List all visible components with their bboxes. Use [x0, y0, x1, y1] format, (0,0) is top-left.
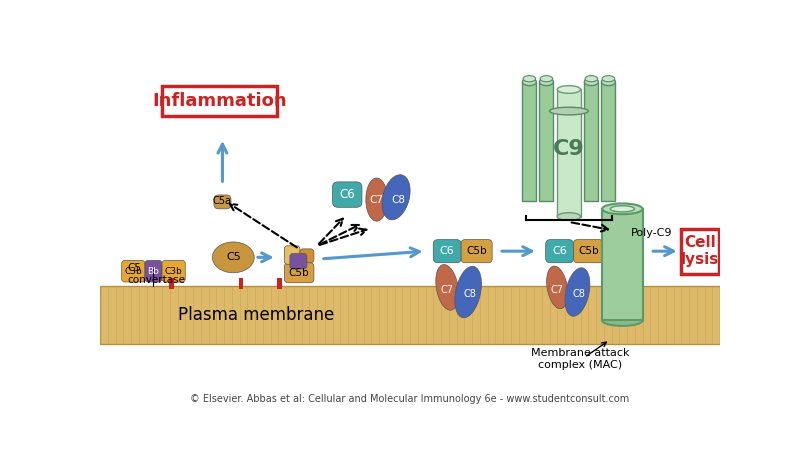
Ellipse shape: [558, 85, 581, 93]
Text: C9: C9: [553, 139, 585, 159]
Ellipse shape: [382, 175, 410, 220]
Text: C5b: C5b: [289, 268, 310, 278]
FancyBboxPatch shape: [122, 260, 145, 282]
Ellipse shape: [539, 78, 554, 85]
Text: C3b: C3b: [125, 267, 142, 276]
Ellipse shape: [436, 265, 458, 310]
FancyBboxPatch shape: [214, 195, 231, 209]
Bar: [602, 209, 642, 320]
Bar: [602, 82, 615, 201]
Text: C7: C7: [370, 195, 384, 205]
Text: © Elsevier. Abbas et al: Cellular and Molecular Immunology 6e - www.studentconsu: © Elsevier. Abbas et al: Cellular and Mo…: [190, 394, 630, 404]
Bar: [539, 82, 554, 201]
Bar: [584, 82, 598, 201]
Text: C5a: C5a: [213, 196, 232, 206]
Text: C8: C8: [573, 288, 586, 298]
Ellipse shape: [584, 78, 598, 85]
Text: C6: C6: [552, 246, 567, 256]
FancyBboxPatch shape: [434, 239, 461, 263]
Text: C7: C7: [441, 285, 454, 295]
Bar: [100, 286, 720, 344]
FancyBboxPatch shape: [546, 239, 574, 263]
FancyBboxPatch shape: [574, 239, 603, 263]
Bar: [169, 278, 174, 289]
Text: C6: C6: [339, 188, 355, 202]
FancyBboxPatch shape: [682, 229, 719, 274]
Text: C5b: C5b: [578, 246, 598, 256]
Ellipse shape: [602, 75, 614, 82]
Ellipse shape: [610, 206, 634, 212]
Text: C8: C8: [391, 195, 406, 205]
Text: Bb: Bb: [147, 267, 159, 276]
FancyBboxPatch shape: [285, 263, 314, 283]
Text: C5
convertase: C5 convertase: [127, 264, 185, 285]
Text: C5: C5: [226, 252, 241, 262]
Ellipse shape: [550, 107, 588, 115]
Bar: [558, 90, 581, 217]
Ellipse shape: [558, 213, 581, 220]
FancyBboxPatch shape: [162, 260, 186, 282]
Text: C5b: C5b: [466, 246, 487, 256]
Ellipse shape: [602, 78, 615, 85]
Ellipse shape: [455, 266, 482, 318]
Ellipse shape: [523, 75, 536, 82]
Ellipse shape: [585, 75, 598, 82]
Bar: [238, 278, 243, 289]
Ellipse shape: [602, 315, 642, 326]
FancyBboxPatch shape: [300, 249, 314, 263]
Ellipse shape: [602, 203, 642, 214]
Text: C7: C7: [550, 285, 564, 295]
Bar: [238, 278, 243, 289]
Bar: [278, 278, 282, 289]
FancyBboxPatch shape: [145, 260, 162, 282]
Text: Membrane attack
complex (MAC): Membrane attack complex (MAC): [531, 348, 630, 370]
Ellipse shape: [212, 242, 254, 273]
FancyBboxPatch shape: [162, 85, 278, 116]
FancyBboxPatch shape: [461, 239, 492, 263]
Bar: [278, 278, 282, 289]
Ellipse shape: [565, 268, 590, 316]
Ellipse shape: [546, 266, 568, 308]
Ellipse shape: [522, 78, 536, 85]
Text: Poly-C9: Poly-C9: [631, 228, 672, 239]
Text: C3b: C3b: [165, 267, 182, 276]
Text: Cell
lysis: Cell lysis: [681, 235, 719, 267]
FancyBboxPatch shape: [333, 182, 362, 207]
FancyBboxPatch shape: [285, 246, 300, 264]
Text: Plasma membrane: Plasma membrane: [178, 306, 334, 324]
Text: C6: C6: [440, 246, 454, 256]
Ellipse shape: [540, 75, 553, 82]
Ellipse shape: [366, 178, 387, 221]
Text: Inflammation: Inflammation: [153, 92, 287, 110]
Text: C8: C8: [463, 288, 476, 298]
Bar: [522, 82, 536, 201]
FancyBboxPatch shape: [290, 254, 307, 269]
